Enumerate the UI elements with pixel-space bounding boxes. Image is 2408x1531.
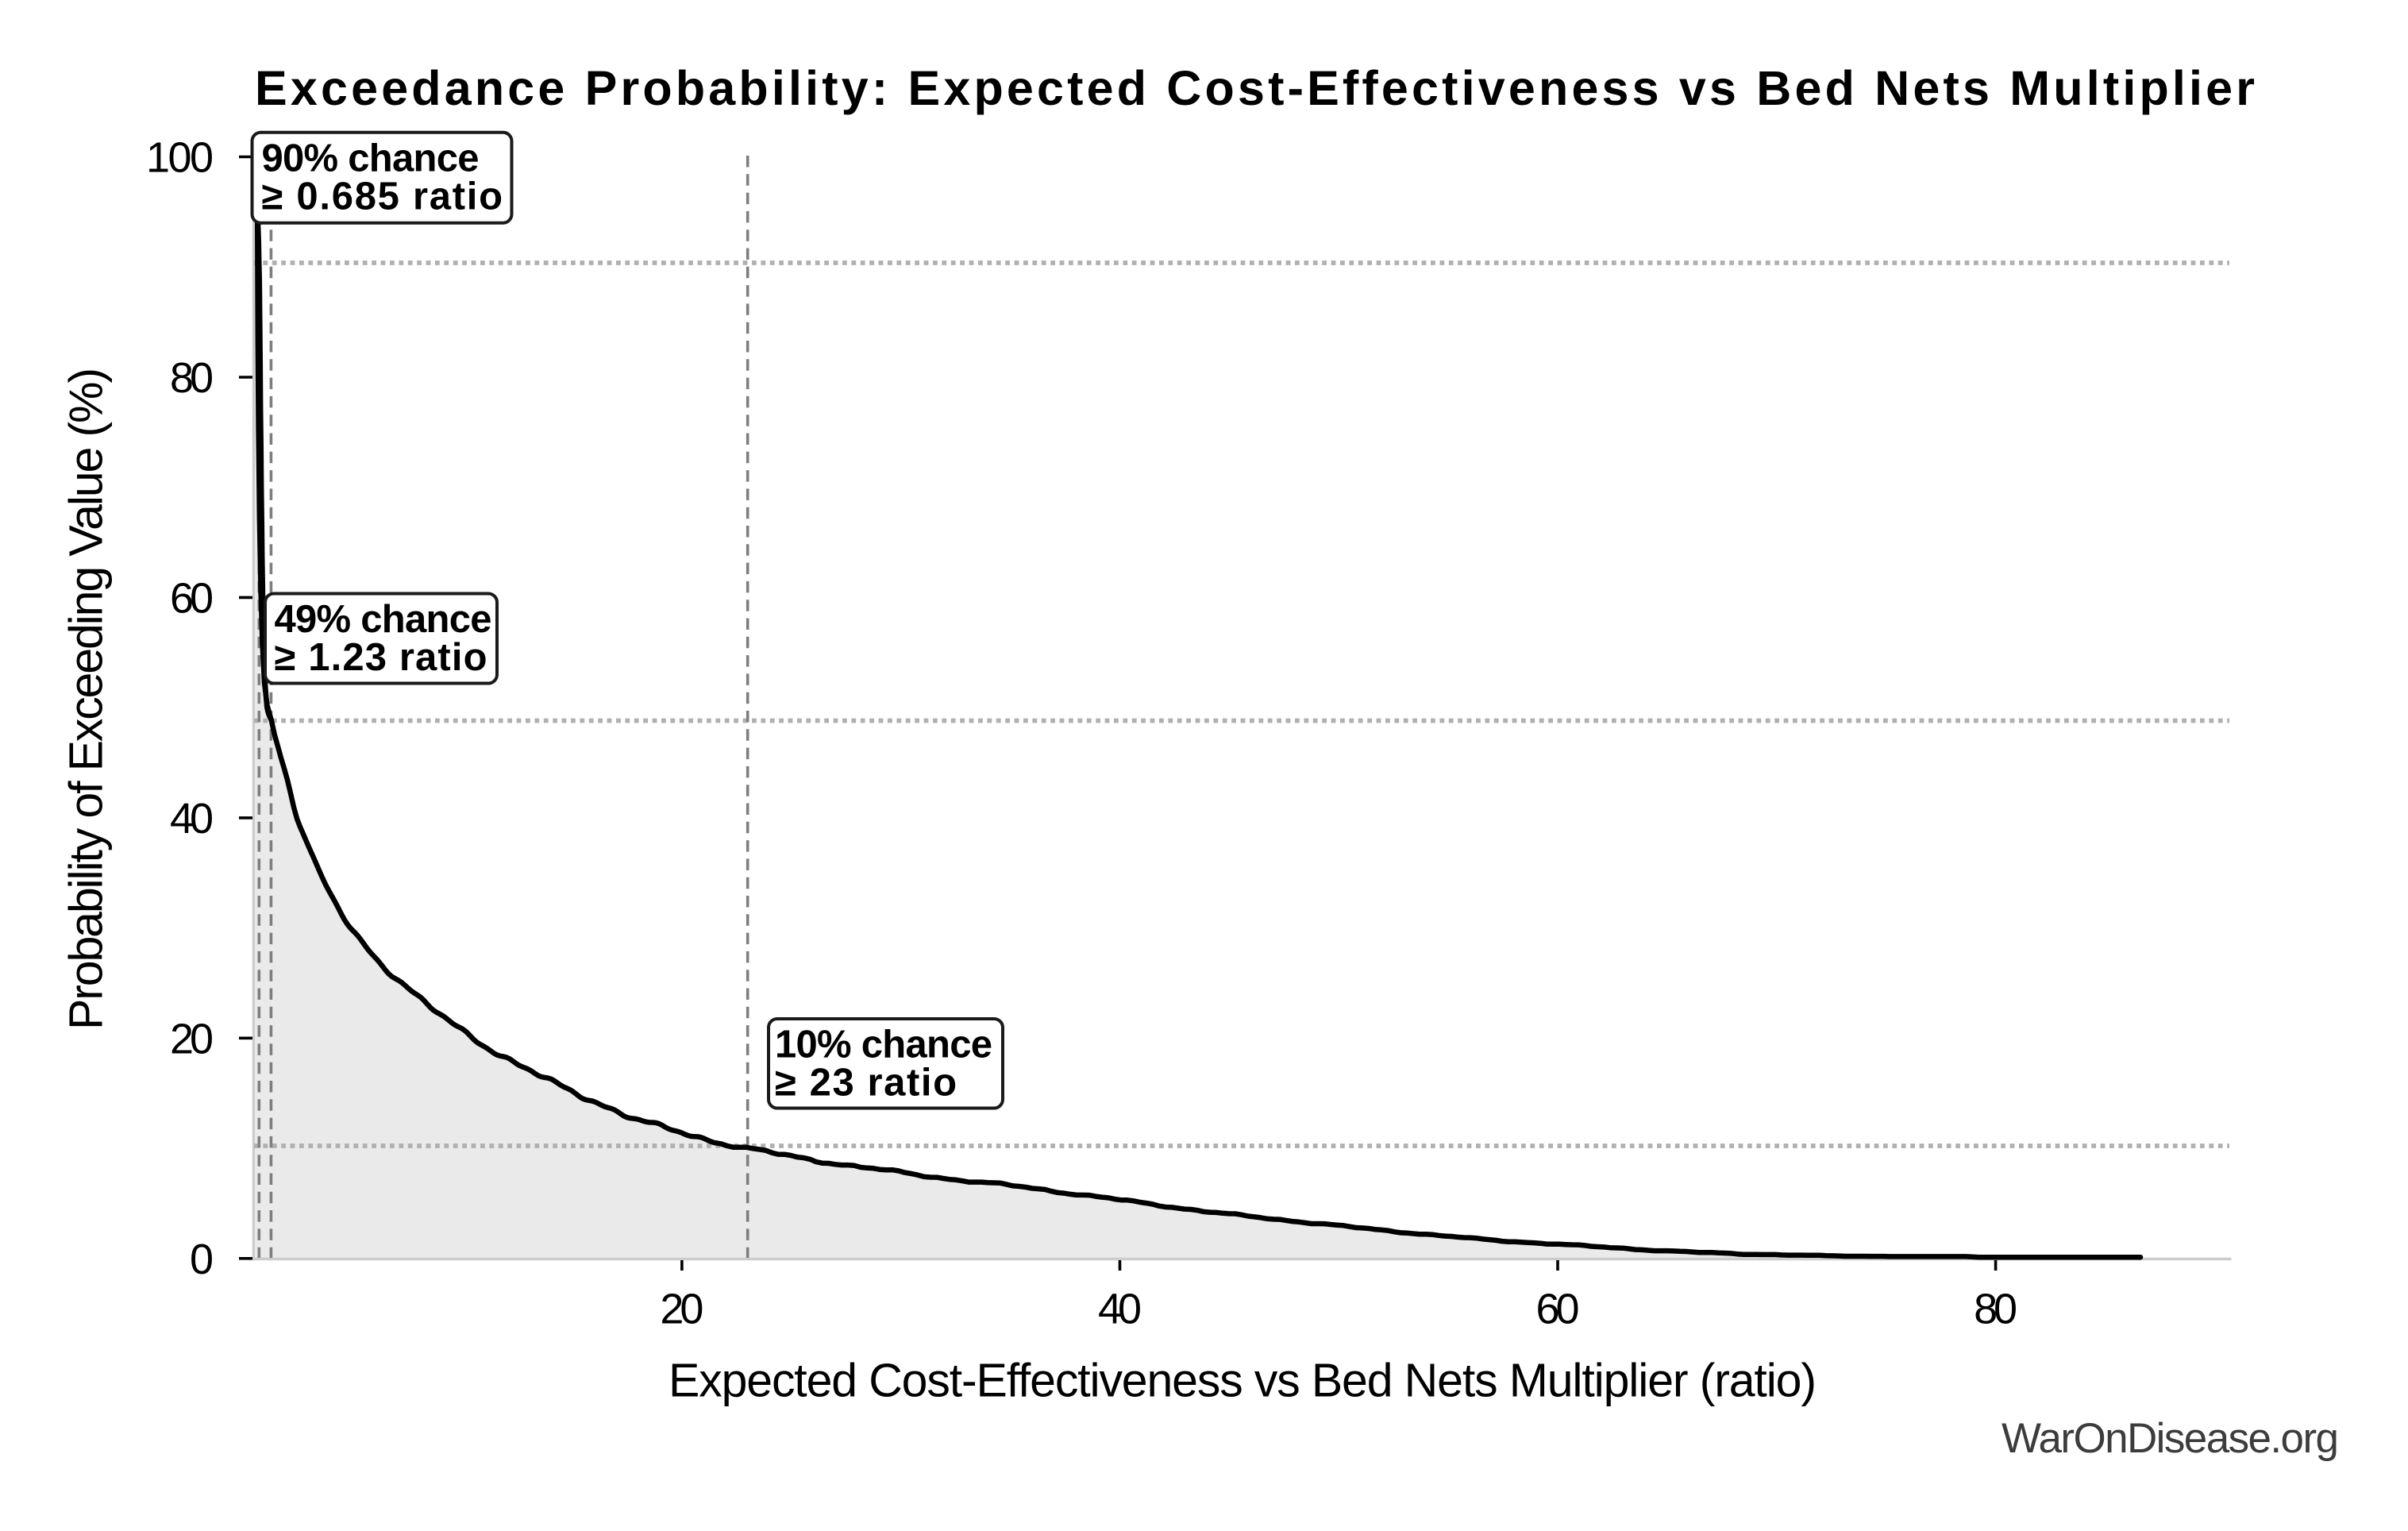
svg-text:60: 60: [1536, 1286, 1580, 1333]
svg-text:WarOnDisease.org: WarOnDisease.org: [2002, 1415, 2339, 1462]
svg-text:Expected Cost-Effectiveness vs: Expected Cost-Effectiveness vs Bed Nets …: [668, 1355, 1817, 1407]
svg-text:10% chance: 10% chance: [775, 1024, 992, 1066]
svg-text:40: 40: [1098, 1286, 1142, 1333]
svg-text:90% chance: 90% chance: [262, 137, 480, 180]
svg-text:≥ 0.685 ratio: ≥ 0.685 ratio: [262, 175, 503, 218]
svg-text:≥ 23 ratio: ≥ 23 ratio: [775, 1062, 957, 1105]
svg-text:Probability of Exceeding Value: Probability of Exceeding Value (%): [60, 368, 113, 1030]
svg-text:80: 80: [1974, 1286, 2017, 1333]
svg-text:80: 80: [170, 354, 214, 402]
svg-text:20: 20: [660, 1286, 703, 1333]
svg-text:40: 40: [170, 795, 214, 843]
svg-text:0: 0: [190, 1236, 214, 1283]
svg-text:≥ 1.23 ratio: ≥ 1.23 ratio: [275, 636, 487, 679]
svg-text:49% chance: 49% chance: [275, 598, 492, 641]
svg-text:100: 100: [146, 134, 214, 182]
svg-text:20: 20: [170, 1015, 214, 1062]
svg-text:60: 60: [170, 574, 214, 622]
svg-text:Exceedance Probability: Expect: Exceedance Probability: Expected Cost-Ef…: [255, 61, 2255, 115]
